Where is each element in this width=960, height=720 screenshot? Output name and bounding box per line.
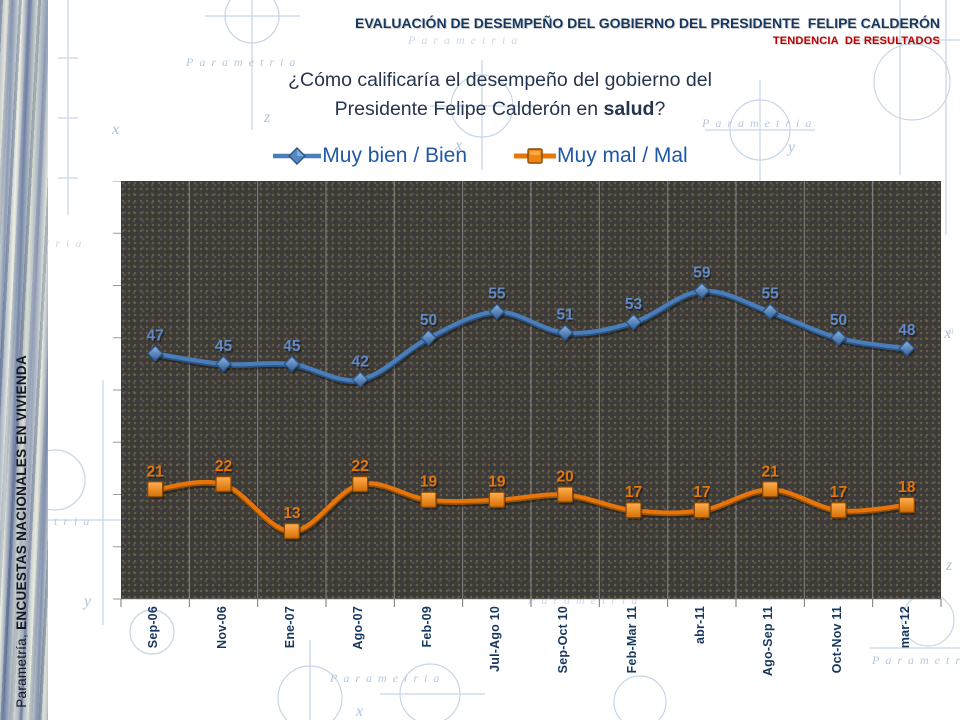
svg-text:z: z — [263, 109, 271, 126]
x-axis-label: Ago-07 — [351, 606, 366, 650]
svg-text:Parametria: Parametria — [407, 33, 523, 47]
x-axis-label: Feb-09 — [419, 606, 434, 648]
x-axis-label: abr-11 — [692, 606, 707, 645]
legend-item-muy-bien: Muy bien / Bien — [272, 144, 467, 168]
svg-text:x: x — [943, 325, 951, 342]
x-axis-label: Feb-Mar 11 — [624, 606, 639, 674]
svg-text:x: x — [111, 121, 119, 138]
x-axis-label: Sep-06 — [146, 606, 161, 649]
svg-text:x: x — [355, 703, 363, 720]
brand-name: Parametría, — [14, 630, 29, 708]
x-axis-label: Ago-Sep 11 — [761, 606, 776, 677]
legend-label: Muy mal / Mal — [557, 144, 688, 167]
svg-text:y: y — [82, 593, 92, 610]
legend-diamond-marker-icon — [273, 147, 322, 165]
svg-text:z: z — [945, 557, 953, 574]
chart-legend: Muy bien / Bien Muy mal / Mal — [0, 144, 960, 168]
slide-title: EVALUACIÓN DE DESEMPEÑO DEL GOBIERNO DEL… — [355, 15, 940, 31]
legend-item-muy-mal: Muy mal / Mal — [513, 144, 688, 168]
slide-subtitle: TENDENCIA DE RESULTADOS — [772, 35, 940, 47]
x-axis-label: mar-12 — [897, 606, 912, 649]
x-axis-label: Oct-Nov 11 — [829, 606, 844, 674]
chart-plot-area — [121, 181, 941, 599]
svg-text:x: x — [454, 137, 462, 154]
question-title: ¿Cómo calificaría el desempeño del gobie… — [40, 66, 960, 124]
svg-text:Parametria: Parametria — [329, 671, 445, 685]
legend-square-marker-icon — [514, 148, 557, 164]
svg-text:Parametria: Parametria — [701, 116, 817, 130]
x-axis-label: Jul-Ago 10 — [487, 606, 502, 672]
svg-text:Parametria: Parametria — [871, 653, 960, 667]
x-axis-label: Nov-06 — [214, 606, 229, 649]
legend-label: Muy bien / Bien — [322, 144, 468, 167]
x-axis-label: Sep-Oct 10 — [556, 606, 571, 674]
question-line1: ¿Cómo calificaría el desempeño del gobie… — [288, 69, 712, 91]
slide-header: EVALUACIÓN DE DESEMPEÑO DEL GOBIERNO DEL… — [355, 15, 940, 47]
x-axis-labels: Sep-06 Nov-06 Ene-07 Ago-07 Feb-09 Jul-Ago 10… — [121, 606, 941, 716]
question-line2: Presidente Felipe Calderón en salud? — [334, 98, 666, 120]
sidebar-branding: Parametría, ENCUESTAS NACIONALES EN VIVI… — [14, 355, 29, 708]
watercolor-strip — [0, 0, 48, 720]
x-axis-label: Ene-07 — [282, 606, 297, 649]
brand-tagline: ENCUESTAS NACIONALES EN VIVIENDA — [14, 355, 29, 631]
svg-text:Parametria: Parametria — [185, 55, 301, 69]
svg-text:y: y — [786, 139, 796, 156]
